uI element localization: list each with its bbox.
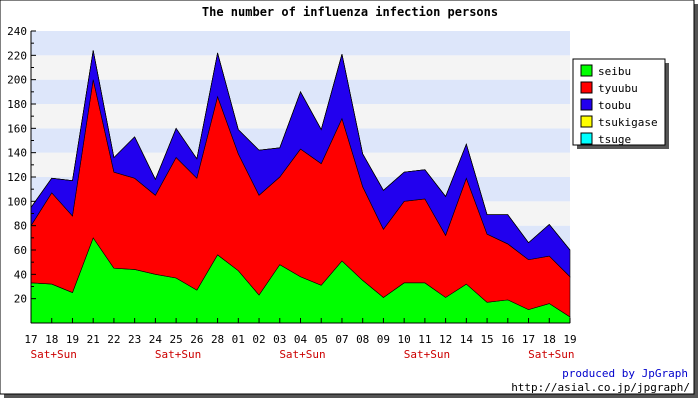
- x-tick-label: 02: [252, 333, 265, 346]
- x-tick-label: 18: [45, 333, 58, 346]
- legend-items: seibu tyuubu toubu tsukigase tsuge: [580, 64, 658, 146]
- y-tick-label: 100: [7, 195, 27, 208]
- weekend-label: Sat+Sun: [279, 348, 325, 361]
- x-tick-label: 05: [315, 333, 328, 346]
- legend-label-toubu: toubu: [598, 99, 631, 112]
- legend-label-tsukigase: tsukigase: [598, 116, 658, 129]
- x-tick-label: 19: [66, 333, 79, 346]
- grid-band: [31, 31, 570, 56]
- legend-swatch-tyuubu: [580, 81, 593, 94]
- legend-swatch-tsukigase: [580, 115, 593, 128]
- legend-label-seibu: seibu: [598, 65, 631, 78]
- footer-url[interactable]: http://asial.co.jp/jpgraph/: [511, 381, 690, 394]
- y-tick-label: 80: [14, 220, 27, 233]
- legend-swatch-seibu: [580, 64, 593, 77]
- legend-swatch-tsuge: [580, 132, 593, 145]
- chart-title: The number of influenza infection person…: [202, 5, 498, 19]
- footer-credit: produced by JpGraph: [562, 367, 688, 380]
- grid-band: [31, 55, 570, 80]
- y-tick-label: 140: [7, 147, 27, 160]
- x-tick-label: 21: [87, 333, 100, 346]
- y-tick-label: 240: [7, 25, 27, 38]
- plot-areas: [30, 50, 571, 324]
- x-tick-label: 19: [563, 333, 576, 346]
- y-axis-ticks: 20 40 60 80 100 120 140 160 180 200 220 240: [7, 25, 36, 306]
- y-tick-label: 120: [7, 171, 27, 184]
- x-tick-label: 01: [232, 333, 245, 346]
- legend-label-tyuubu: tyuubu: [598, 82, 638, 95]
- x-tick-label: 26: [190, 333, 203, 346]
- x-tick-label: 28: [211, 333, 224, 346]
- legend-label-tsuge: tsuge: [598, 133, 631, 146]
- x-tick-label: 14: [460, 333, 474, 346]
- x-tick-label: 18: [543, 333, 556, 346]
- x-tick-label: 12: [439, 333, 452, 346]
- x-tick-label: 15: [480, 333, 493, 346]
- x-tick-label: 09: [377, 333, 390, 346]
- y-tick-label: 40: [14, 268, 27, 281]
- x-tick-label: 10: [398, 333, 411, 346]
- y-tick-label: 220: [7, 49, 27, 62]
- weekend-label: Sat+Sun: [404, 348, 450, 361]
- x-tick-label: 17: [24, 333, 37, 346]
- x-tick-label: 11: [418, 333, 431, 346]
- x-tick-label: 08: [356, 333, 369, 346]
- y-tick-label: 200: [7, 74, 27, 87]
- y-tick-label: 60: [14, 244, 27, 257]
- x-tick-label: 07: [335, 333, 348, 346]
- weekend-label: Sat+Sun: [155, 348, 201, 361]
- x-tick-label: 24: [149, 333, 163, 346]
- x-axis-ticks: 17 18 19 21 22 23 24 25 26 28 01 02 03 04 05 07 08 09 10 11…: [24, 318, 577, 361]
- weekend-label: Sat+Sun: [528, 348, 574, 361]
- legend: seibu tyuubu toubu tsukigase tsuge: [572, 58, 669, 149]
- x-tick-label: 17: [522, 333, 535, 346]
- x-tick-label: 04: [294, 333, 308, 346]
- x-tick-label: 03: [273, 333, 286, 346]
- weekend-label: Sat+Sun: [31, 348, 77, 361]
- x-tick-label: 23: [128, 333, 141, 346]
- area-tsuge: [30, 50, 571, 251]
- x-tick-label: 22: [107, 333, 120, 346]
- y-tick-label: 20: [14, 293, 27, 306]
- legend-swatch-toubu: [580, 98, 593, 111]
- y-tick-label: 180: [7, 98, 27, 111]
- x-tick-label: 16: [501, 333, 514, 346]
- y-tick-label: 160: [7, 122, 27, 135]
- x-tick-label: 25: [169, 333, 182, 346]
